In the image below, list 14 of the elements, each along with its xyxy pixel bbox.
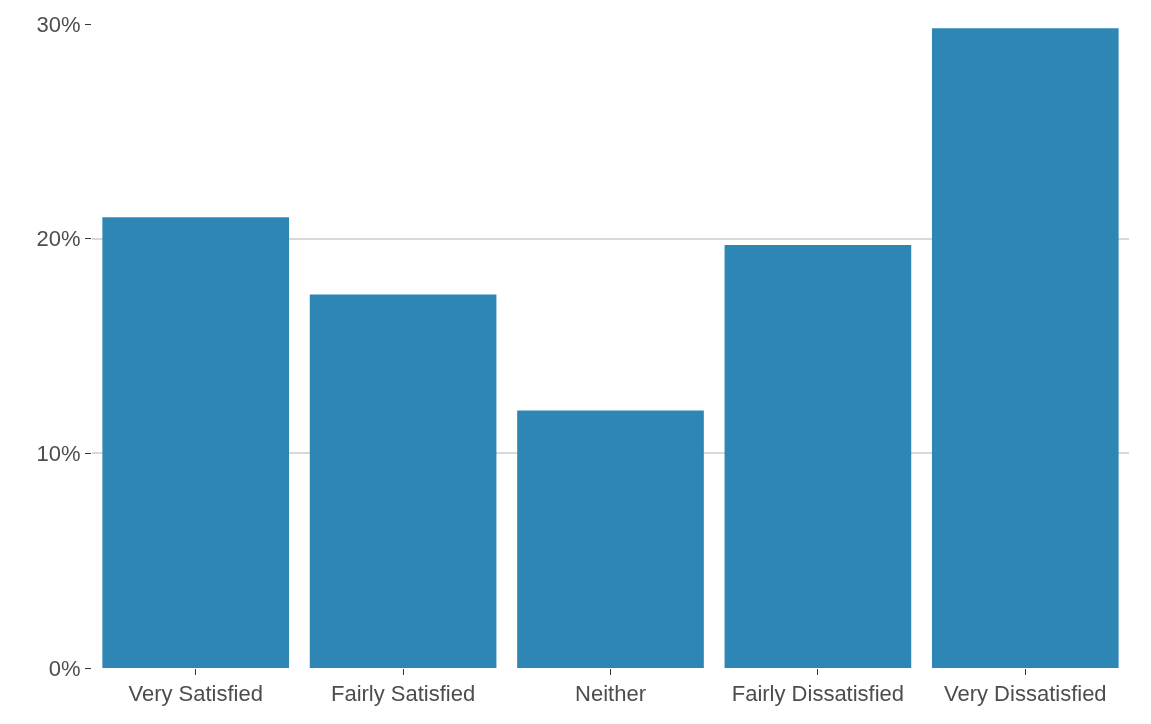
bar: [931, 28, 1119, 668]
bar: [102, 217, 290, 668]
x-tick-label: Fairly Dissatisfied: [731, 681, 905, 707]
x-tick-label: Very Satisfied: [128, 681, 263, 707]
bar: [517, 410, 704, 668]
bar: [309, 294, 497, 668]
y-tick-label: 0%: [48, 655, 81, 681]
x-tick-label: Very Dissatisfied: [943, 681, 1107, 707]
x-tick-label: Fairly Satisfied: [330, 681, 476, 707]
bar: [724, 245, 912, 668]
y-tick-label: 30%: [36, 11, 81, 37]
y-tick-label: 10%: [36, 441, 81, 467]
y-tick-label: 20%: [36, 226, 81, 252]
x-tick-label: Neither: [575, 681, 646, 707]
